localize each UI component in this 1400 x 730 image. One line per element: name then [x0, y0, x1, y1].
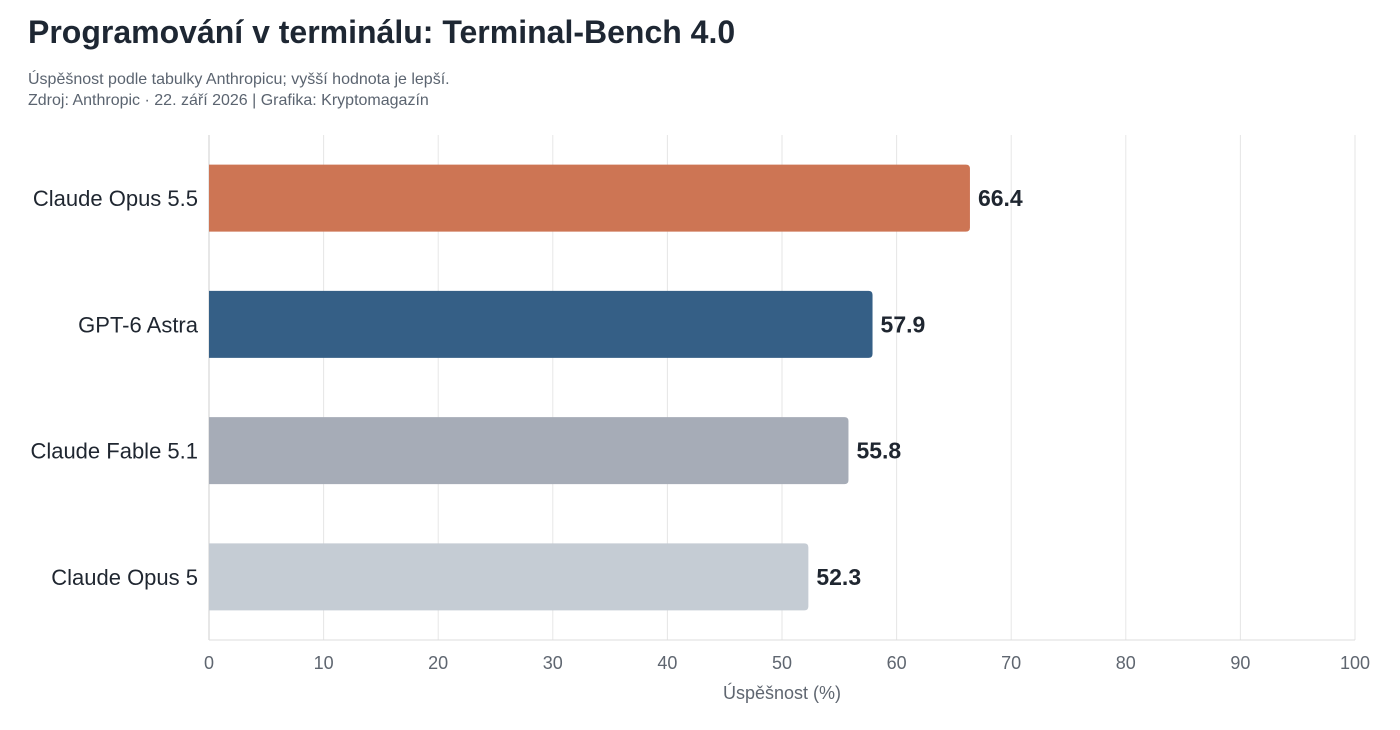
x-tick-label-10: 100 — [1340, 653, 1370, 673]
value-label-4: 52.3 — [816, 564, 861, 590]
x-tick-label-4: 40 — [657, 653, 677, 673]
bar-3 — [209, 417, 849, 485]
x-tick-label-0: 0 — [204, 653, 214, 673]
bar-2 — [209, 290, 873, 358]
subtitle-source: Zdroj: Anthropic · 22. září 2026 | Grafi… — [28, 92, 429, 109]
subtitle-description: Úspěšnost podle tabulky Anthropicu; vyšš… — [28, 71, 450, 88]
category-label-4: Claude Opus 5 — [51, 565, 198, 590]
chart-title: Programování v terminálu: Terminal-Bench… — [28, 14, 736, 50]
category-label-3: Claude Fable 5.1 — [30, 439, 198, 464]
bar-4 — [209, 543, 809, 611]
x-tick-label-7: 70 — [1001, 653, 1021, 673]
x-axis-title: Úspěšnost (%) — [723, 682, 841, 703]
value-label-1: 66.4 — [978, 185, 1023, 211]
bar-1 — [209, 164, 970, 232]
x-tick-label-2: 20 — [428, 653, 448, 673]
x-tick-label-8: 80 — [1116, 653, 1136, 673]
x-tick-label-1: 10 — [314, 653, 334, 673]
value-label-2: 57.9 — [881, 311, 926, 337]
value-label-3: 55.8 — [856, 438, 901, 464]
x-tick-label-9: 90 — [1230, 653, 1250, 673]
x-tick-label-6: 60 — [887, 653, 907, 673]
category-label-2: GPT-6 Astra — [78, 312, 199, 337]
x-tick-label-3: 30 — [543, 653, 563, 673]
chart-subtitle: Úspěšnost podle tabulky Anthropicu; vyšš… — [28, 69, 450, 111]
x-tick-label-5: 50 — [772, 653, 792, 673]
category-label-1: Claude Opus 5.5 — [33, 186, 198, 211]
